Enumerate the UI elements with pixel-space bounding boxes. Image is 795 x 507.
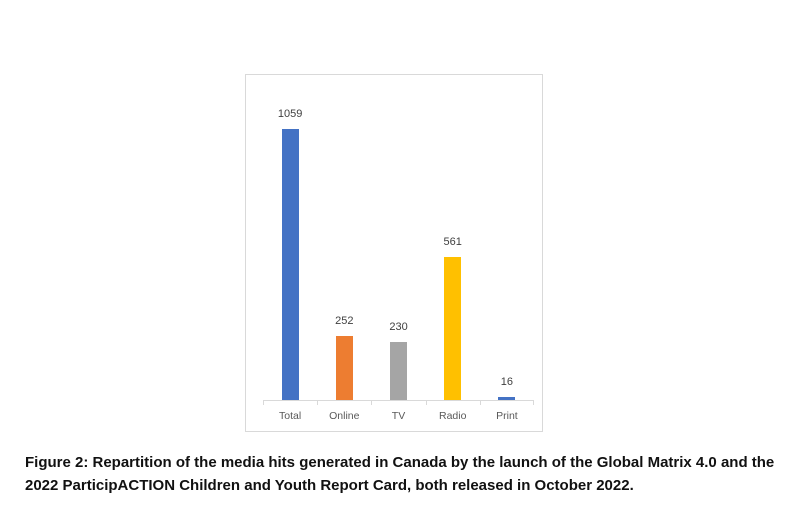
x-axis-line bbox=[263, 400, 534, 405]
bar-total bbox=[281, 129, 299, 401]
figure-caption: Figure 2: Repartition of the media hits … bbox=[25, 454, 775, 494]
category-label-total: Total bbox=[279, 409, 302, 422]
x-axis-tick bbox=[533, 401, 534, 405]
x-axis-tick bbox=[479, 401, 481, 405]
value-label-tv: 230 bbox=[389, 321, 408, 333]
value-label-online: 252 bbox=[335, 315, 354, 327]
x-axis-tick bbox=[317, 401, 319, 405]
plot-area: 1059 252 230 561 16 bbox=[263, 99, 534, 401]
category-label-online: Online bbox=[329, 409, 360, 422]
value-label-print: 16 bbox=[500, 376, 514, 388]
value-label-total: 1059 bbox=[277, 108, 303, 120]
x-axis-tick bbox=[371, 401, 373, 405]
bar-slot-tv: 230 bbox=[371, 99, 425, 401]
bar-print bbox=[498, 397, 516, 401]
bar-slot-print: 16 bbox=[480, 99, 534, 401]
bar-chart: 1059 252 230 561 16 Total Online TV Radio Print bbox=[245, 74, 543, 432]
category-axis-labels: Total Online TV Radio Print bbox=[263, 409, 534, 422]
category-label-print: Print bbox=[496, 409, 518, 422]
category-label-radio: Radio bbox=[438, 409, 467, 422]
bar-slot-radio: 561 bbox=[426, 99, 480, 401]
bar-tv bbox=[390, 342, 407, 401]
bar-slot-online: 252 bbox=[317, 99, 371, 401]
value-label-radio: 561 bbox=[443, 236, 462, 248]
x-axis-tick bbox=[425, 401, 427, 405]
bar-slot-total: 1059 bbox=[263, 99, 317, 401]
bar-online bbox=[335, 336, 353, 401]
bar-radio bbox=[444, 257, 462, 401]
x-axis-tick bbox=[263, 401, 264, 405]
category-label-tv: TV bbox=[391, 409, 406, 422]
